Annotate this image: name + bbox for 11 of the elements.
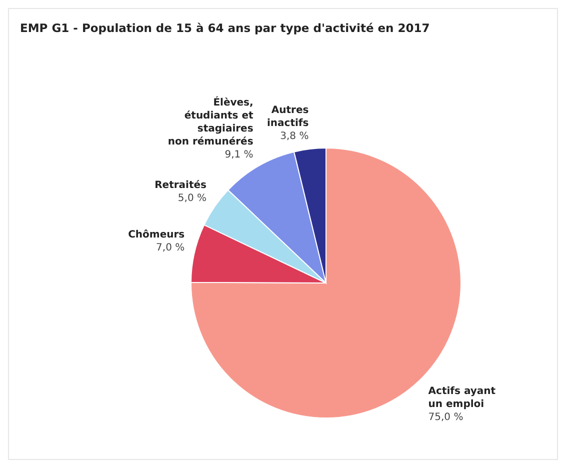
slice-label: Retraités [154, 180, 207, 191]
data-label: 5,0 % [178, 192, 207, 204]
slice-label: Actifs ayant un emploi [428, 386, 496, 410]
data-label: 75,0 % [428, 412, 464, 423]
slice-label: Élèves, étudiants et stagiaires non rémunérés [168, 96, 254, 148]
data-label: 9,1 % [224, 150, 254, 161]
slice-label: Autres inactifs [266, 105, 309, 130]
slice-label: Chômeurs [128, 230, 185, 241]
data-label: 7,0 % [156, 242, 185, 254]
chart-title: EMP G1 - Population de 15 à 64 ans par type d'activité en 2017 [20, 21, 430, 35]
data-label: 3,8 % [280, 131, 309, 142]
